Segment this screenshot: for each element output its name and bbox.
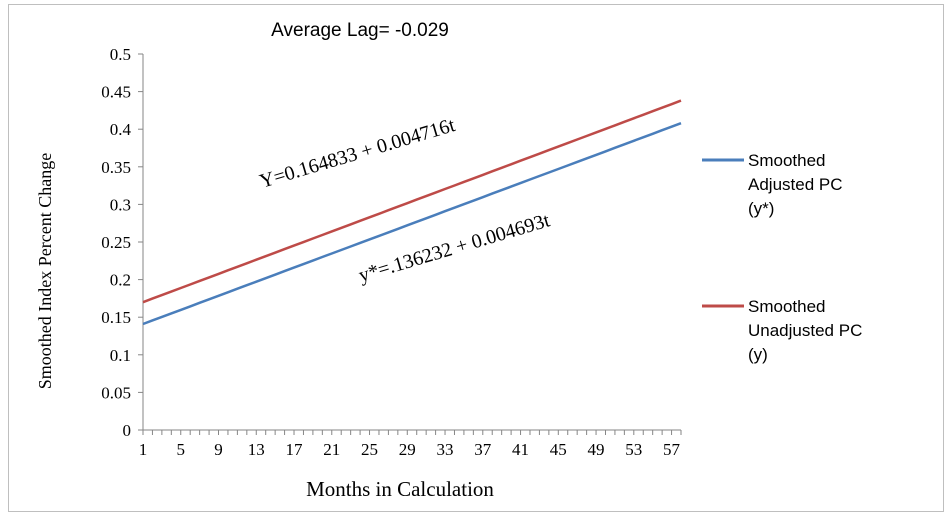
y-axis: 0 0.05 0.1 0.15 0.2 0.25 0.3 0.35 0.4 0.45 0.5 [101,45,144,440]
equation-adjusted-annotation: y*=.136232 + 0.004693t [356,209,553,286]
y-tick-label: 0.25 [101,233,131,252]
y-tick-label: 0.4 [110,120,132,139]
x-tick-label: 37 [474,440,492,459]
x-tick-label: 49 [588,440,605,459]
legend: Smoothed Adjusted PC (y*) Smoothed Unadjuste… [702,151,862,364]
x-tick-label: 41 [512,440,529,459]
legend-label-line: Adjusted PC [748,175,843,194]
x-axis-label: Months in Calculation [306,477,494,501]
x-tick-label: 29 [399,440,416,459]
legend-label-line: (y) [748,345,768,364]
x-tick-label: 13 [248,440,265,459]
x-tick-label: 5 [177,440,186,459]
x-tick-label: 17 [286,440,304,459]
x-tick-label: 25 [361,440,378,459]
series-line-1 [142,122,682,326]
y-tick-label: 0.2 [110,271,131,290]
x-tick-label: 33 [437,440,454,459]
chart-frame [8,4,944,512]
y-axis-label: Smoothed Index Percent Change [35,153,55,389]
y-tick-label: 0.15 [101,308,131,327]
x-tick-label: 53 [625,440,642,459]
legend-label-line: Smoothed [748,297,826,316]
y-tick-label: 0 [123,421,132,440]
y-tick-label: 0.1 [110,346,131,365]
series-lines [142,99,682,326]
legend-label-line: Smoothed [748,151,826,170]
x-axis: 1 5 9 13 17 21 25 29 33 37 41 45 49 53 57 [139,429,682,459]
legend-label-line: Unadjusted PC [748,321,862,340]
legend-item-1: Smoothed Adjusted PC (y*) [702,151,843,218]
y-tick-label: 0.45 [101,83,131,102]
x-tick-label: 21 [323,440,340,459]
chart-title: Average Lag= -0.029 [271,20,449,41]
x-tick-label: 45 [550,440,567,459]
y-tick-label: 0.05 [101,383,131,402]
y-tick-label: 0.35 [101,158,131,177]
legend-item-2: Smoothed Unadjusted PC (y) [702,297,862,364]
equation-unadjusted-annotation: Y=0.164833 + 0.004716t [257,114,458,193]
y-tick-label: 0.3 [110,195,131,214]
x-tick-label: 9 [214,440,223,459]
series-line-2 [142,99,682,304]
x-tick-label: 1 [139,440,148,459]
y-tick-label: 0.5 [110,45,131,64]
legend-label-line: (y*) [748,199,774,218]
x-tick-label: 57 [663,440,681,459]
